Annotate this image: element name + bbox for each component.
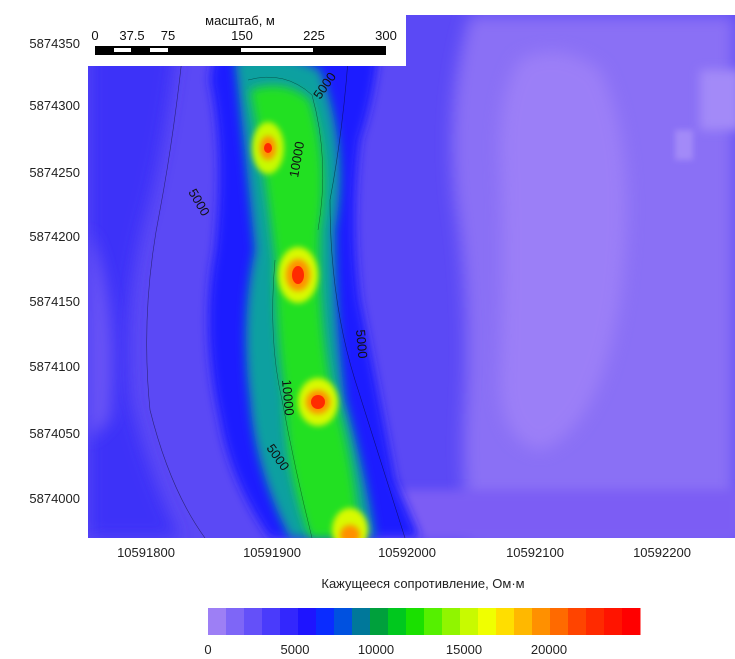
y-tick: 5874050	[29, 426, 80, 441]
y-tick: 5874350	[29, 36, 80, 51]
legend-title: Кажущееся сопротивление, Ом·м	[321, 576, 524, 591]
colorbar	[208, 608, 641, 635]
colorbar-swatch	[550, 608, 569, 635]
y-tick: 5874200	[29, 229, 80, 244]
contour-label-5000-c: 5000	[353, 329, 370, 359]
x-tick: 10592000	[378, 545, 436, 560]
colorbar-swatch	[298, 608, 317, 635]
colorbar-swatch	[388, 608, 407, 635]
colorbar-swatch	[460, 608, 479, 635]
colorbar-swatch	[226, 608, 245, 635]
scale-label-37-5: 37.5	[119, 28, 144, 43]
colorbar-swatch	[568, 608, 587, 635]
scale-label-0: 0	[91, 28, 98, 43]
scale-bar-title: масштаб, м	[205, 13, 275, 28]
colorbar-swatch	[334, 608, 353, 635]
colorbar-tick: 15000	[446, 642, 482, 657]
scale-label-150: 150	[231, 28, 253, 43]
colorbar-swatch	[532, 608, 551, 635]
colorbar-swatch	[496, 608, 515, 635]
y-tick: 5874150	[29, 294, 80, 309]
colorbar-swatch	[586, 608, 605, 635]
contour-field	[88, 15, 735, 538]
colorbar-swatch	[316, 608, 335, 635]
scale-label-225: 225	[303, 28, 325, 43]
contour-label-10000-a: 10000	[286, 140, 307, 178]
x-tick: 10592100	[506, 545, 564, 560]
colorbar-tick: 20000	[531, 642, 567, 657]
scale-label-300: 300	[375, 28, 397, 43]
colorbar-swatch	[208, 608, 227, 635]
colorbar-swatch	[442, 608, 461, 635]
colorbar-tick: 10000	[358, 642, 394, 657]
colorbar-swatch	[406, 608, 425, 635]
colorbar-swatch	[514, 608, 533, 635]
x-axis: 10591800 10591900 10592000 10592100 1059…	[117, 545, 691, 560]
colorbar-swatch	[352, 608, 371, 635]
scale-bar: масштаб, м 0 37.5 75 150 225 300	[88, 13, 406, 66]
colorbar-tick: 5000	[281, 642, 310, 657]
colorbar-swatch	[622, 608, 641, 635]
colorbar-swatch	[280, 608, 299, 635]
contour-label-10000-b: 10000	[279, 379, 297, 416]
scale-label-75: 75	[161, 28, 175, 43]
colorbar-swatch	[370, 608, 389, 635]
colorbar-swatch	[244, 608, 263, 635]
colorbar-swatch	[478, 608, 497, 635]
y-tick: 5874100	[29, 359, 80, 374]
y-tick: 5874000	[29, 491, 80, 506]
y-axis: 5874350 5874300 5874250 5874200 5874150 …	[29, 36, 80, 506]
colorbar-swatch	[424, 608, 443, 635]
x-tick: 10591800	[117, 545, 175, 560]
colorbar-swatch	[604, 608, 623, 635]
y-tick: 5874300	[29, 98, 80, 113]
colorbar-swatch	[262, 608, 281, 635]
y-tick: 5874250	[29, 165, 80, 180]
colorbar-ticks: 0 5000 10000 15000 20000	[204, 642, 567, 657]
x-tick: 10592200	[633, 545, 691, 560]
colorbar-tick: 0	[204, 642, 211, 657]
x-tick: 10591900	[243, 545, 301, 560]
